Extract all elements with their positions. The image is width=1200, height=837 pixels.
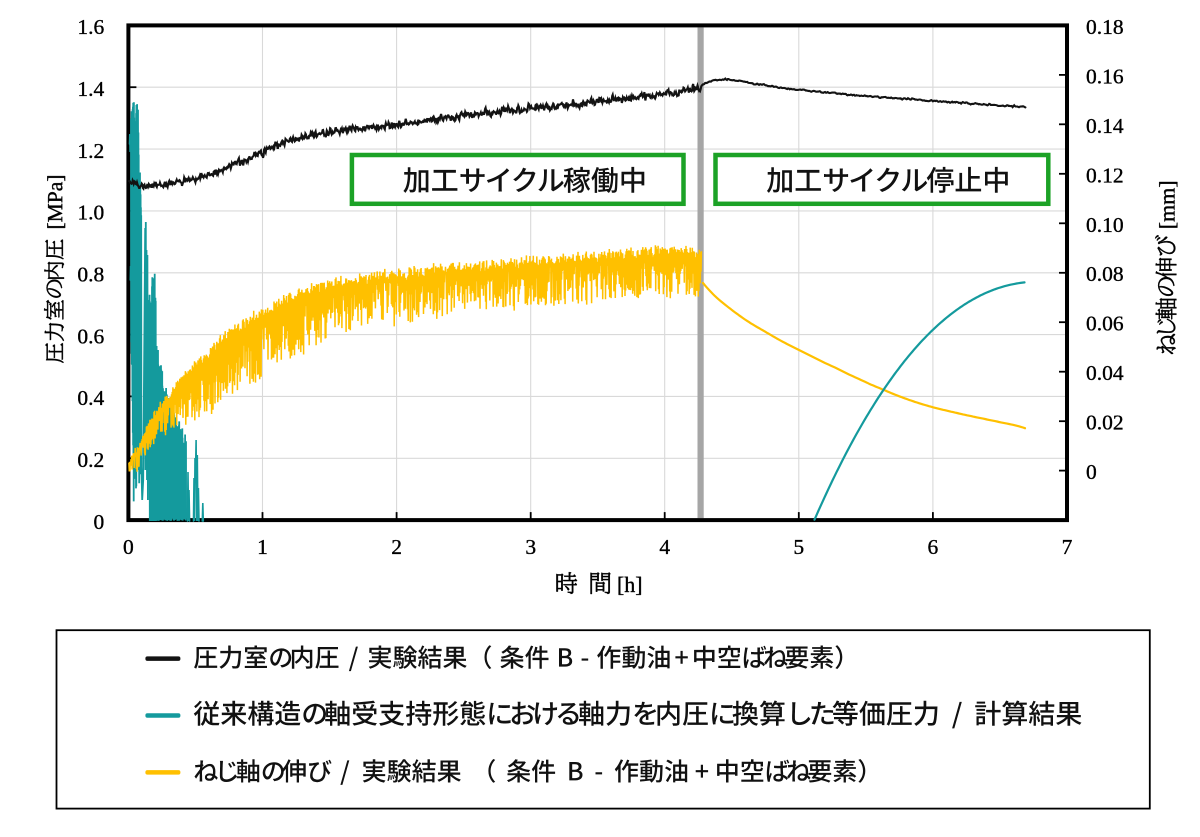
- svg-text:0.18: 0.18: [1086, 15, 1124, 39]
- svg-text:0.6: 0.6: [77, 324, 104, 348]
- svg-text:1.2: 1.2: [77, 139, 104, 163]
- svg-text:1.6: 1.6: [77, 15, 104, 39]
- svg-text:0.4: 0.4: [77, 386, 104, 410]
- svg-text:0.12: 0.12: [1086, 163, 1124, 187]
- svg-text:6: 6: [928, 535, 939, 559]
- svg-text:4: 4: [659, 535, 670, 559]
- svg-text:7: 7: [1062, 535, 1073, 559]
- svg-text:0.10: 0.10: [1086, 213, 1124, 237]
- svg-text:1: 1: [257, 535, 268, 559]
- svg-text:1.4: 1.4: [77, 77, 104, 101]
- svg-text:0.08: 0.08: [1086, 262, 1124, 286]
- svg-text:0.02: 0.02: [1086, 411, 1124, 435]
- svg-text:0.16: 0.16: [1086, 64, 1124, 88]
- svg-text:0.14: 0.14: [1086, 114, 1124, 138]
- svg-text:3: 3: [525, 535, 536, 559]
- svg-text:0.06: 0.06: [1086, 312, 1124, 336]
- svg-text:0.8: 0.8: [77, 263, 104, 287]
- svg-text:0: 0: [123, 535, 134, 559]
- svg-text:0: 0: [94, 510, 105, 534]
- svg-text:0.04: 0.04: [1086, 361, 1124, 385]
- svg-text:1.0: 1.0: [77, 201, 104, 225]
- svg-text:0: 0: [1086, 460, 1097, 484]
- svg-text:0.2: 0.2: [77, 448, 104, 472]
- svg-text:2: 2: [391, 535, 402, 559]
- svg-text:5: 5: [793, 535, 804, 559]
